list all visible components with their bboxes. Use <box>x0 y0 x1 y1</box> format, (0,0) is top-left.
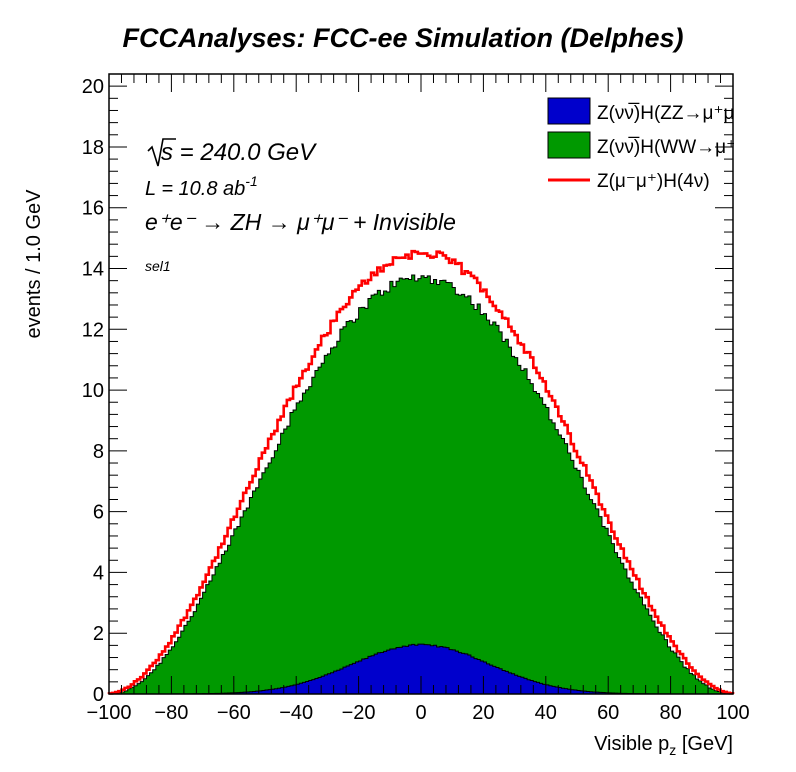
y-tick-label: 2 <box>93 623 104 645</box>
sqrt-symbol <box>147 138 176 167</box>
x-tick-label: 40 <box>535 702 557 724</box>
x-tick-label: 0 <box>415 702 426 724</box>
y-tick-label: 14 <box>82 259 104 281</box>
y-tick-label: 0 <box>93 684 104 706</box>
legend-swatch-ww <box>547 131 591 159</box>
y-tick-label: 6 <box>93 502 104 524</box>
x-tick-label: −20 <box>342 702 376 724</box>
x-tick-label: 20 <box>472 702 494 724</box>
x-axis-ticks: −100 −80 −60 −40 −20 0 20 40 60 80 100 <box>86 74 750 724</box>
chart-title: FCCAnalyses: FCC-ee Simulation (Delphes) <box>122 23 683 53</box>
sqrt-s-label: s <box>161 139 173 166</box>
y-tick-label: 4 <box>93 562 104 584</box>
legend-label-4nu: Z(μ⁻μ⁺)H(4ν) <box>597 171 710 192</box>
y-tick-label: 12 <box>82 319 104 341</box>
y-tick-label: 8 <box>93 441 104 463</box>
y-tick-label: 16 <box>82 198 104 220</box>
legend-entry-zz: Z(νν̅)H(ZZ→μ⁺μ⁻νν̅) <box>547 97 770 125</box>
process-label: e⁺e⁻ → ZH → μ⁺μ⁻ + Invisible <box>145 209 456 235</box>
svg-text:s = 240.0 GeV: s = 240.0 GeV <box>161 139 317 166</box>
histogram-layer <box>107 249 735 695</box>
series-4nu-line <box>107 249 735 695</box>
x-tick-label: 80 <box>659 702 681 724</box>
x-axis-label-main: Visible p <box>594 733 669 755</box>
energy-label: = 240.0 GeV <box>173 139 317 166</box>
luminosity-label: L = 10.8 ab-1 <box>145 173 258 200</box>
series-ww-area <box>108 274 734 695</box>
x-tick-label: 100 <box>716 702 749 724</box>
x-tick-label: −100 <box>86 702 131 724</box>
legend-clip-mask <box>734 90 796 200</box>
legend-label-zz: Z(νν̅)H(ZZ→μ⁺μ⁻νν̅) <box>597 103 770 124</box>
y-tick-label: 10 <box>82 380 104 402</box>
y-tick-label: 18 <box>82 137 104 159</box>
selection-label: sel1 <box>145 258 171 274</box>
y-tick-label: 20 <box>82 76 104 98</box>
legend-entry-4nu: Z(μ⁻μ⁺)H(4ν) <box>548 171 710 192</box>
x-tick-label: 60 <box>597 702 619 724</box>
y-axis-label: events / 1.0 GeV <box>23 189 45 339</box>
sqrt-s-annotation: s = 240.0 GeV <box>147 138 317 167</box>
y-axis-ticks: 0 2 4 6 8 10 12 14 16 18 20 <box>82 73 733 706</box>
x-tick-label: −40 <box>279 702 313 724</box>
x-axis-label-unit: [GeV] <box>676 733 733 755</box>
legend-swatch-zz <box>547 97 591 125</box>
x-tick-label: −60 <box>217 702 251 724</box>
x-axis-label-sub: z <box>669 742 676 758</box>
x-axis-label: Visible pz [GeV] <box>594 733 733 758</box>
x-tick-label: −80 <box>154 702 188 724</box>
